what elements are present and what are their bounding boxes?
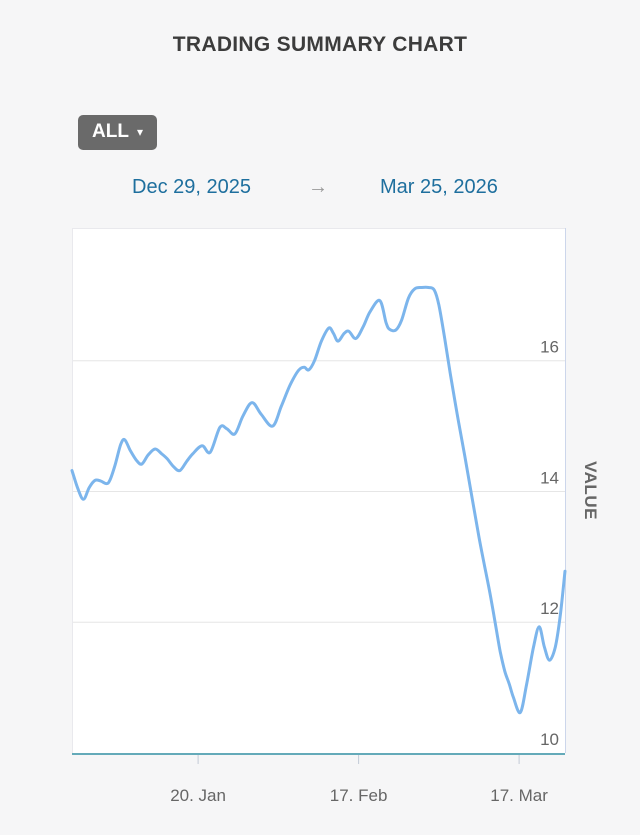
arrow-right-icon: → (308, 176, 328, 198)
date-from-link[interactable]: Dec 29, 2025 (132, 176, 251, 198)
range-dropdown-label: ALL (92, 121, 129, 142)
value-series-line (70, 285, 567, 715)
range-dropdown-button[interactable]: ALL ▾ (78, 115, 157, 150)
plot-background (72, 228, 565, 753)
x-axis-label-1: 17. Feb (330, 786, 388, 805)
caret-down-icon: ▾ (136, 125, 143, 139)
chart-canvas[interactable]: 20. Jan 17. Feb 17. Mar 16 14 12 10 VALUE (0, 228, 640, 830)
y-axis-label-10: 10 (540, 730, 559, 749)
y-axis-label-14: 14 (540, 469, 559, 488)
trading-chart[interactable]: 20. Jan 17. Feb 17. Mar 16 14 12 10 VALUE (0, 228, 640, 830)
x-axis-label-0: 20. Jan (170, 786, 226, 805)
y-axis-title: VALUE (581, 461, 600, 520)
page-title: TRADING SUMMARY CHART (172, 33, 468, 56)
y-axis-label-16: 16 (540, 338, 559, 357)
y-axis-label-12: 12 (540, 599, 559, 618)
date-to-link[interactable]: Mar 25, 2026 (380, 176, 498, 198)
date-range: Dec 29, 2025 → Mar 25, 2026 (0, 176, 640, 204)
x-axis-label-2: 17. Mar (490, 786, 548, 805)
